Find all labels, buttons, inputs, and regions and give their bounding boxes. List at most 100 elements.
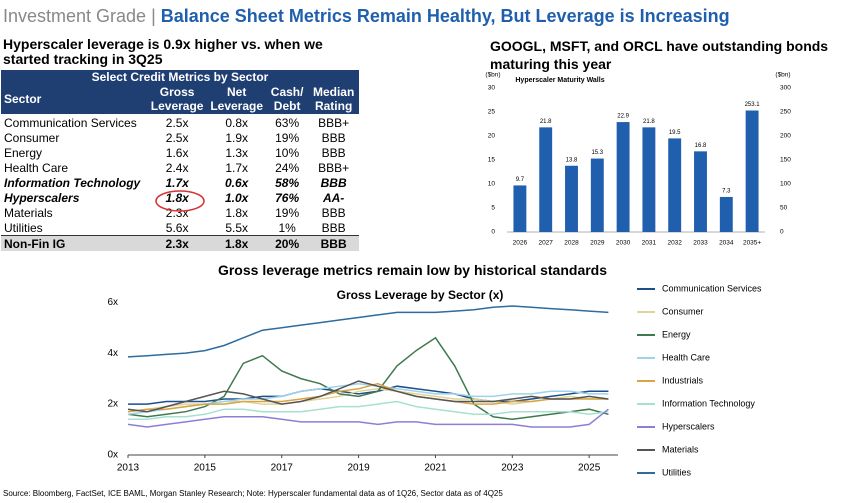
- bar: [668, 138, 682, 232]
- x-tick-label: 2026: [513, 240, 528, 247]
- legend-label: Materials: [662, 444, 699, 454]
- y-tick-label: 2x: [107, 399, 118, 410]
- table-cell: Consumer: [4, 130, 60, 145]
- table-cell: BBB: [321, 205, 346, 220]
- table-cell: 5.5x: [225, 220, 248, 235]
- table-cell: 5.6x: [165, 220, 189, 235]
- table-title-row: Select Credit Metrics by Sector: [1, 70, 359, 84]
- legend-label: Utilities: [662, 467, 692, 477]
- y2-tick-label: 150: [780, 157, 791, 164]
- column-header: Net Leverage: [207, 84, 267, 115]
- table-cell: 1.9x: [225, 130, 248, 145]
- series-line: [128, 385, 609, 405]
- table-row: Information Technology 1.7x 0.6x 58% BBB: [1, 175, 359, 190]
- table-cell: 1.7x: [225, 160, 248, 175]
- table-cell: Information Technology: [4, 175, 141, 190]
- table-cell: Energy: [4, 145, 43, 160]
- bar-heading: GOOGL, MSFT, and ORCL have outstanding b…: [490, 38, 829, 72]
- x-tick-label: 2013: [117, 463, 140, 474]
- table-cell: 1.8x: [224, 236, 249, 251]
- bar: [642, 127, 656, 232]
- table-cell: 1.3x: [225, 145, 248, 160]
- y-tick-label: 10: [488, 181, 496, 188]
- table-heading: Hyperscaler leverage is 0.9x higher vs. …: [3, 36, 323, 67]
- table-cell: Utilities: [4, 220, 43, 235]
- y2-tick-label: 50: [780, 205, 788, 212]
- table-cell: 10%: [275, 145, 300, 160]
- legend-label: Communication Services: [662, 283, 762, 293]
- value-label: 13.8: [566, 157, 578, 163]
- y-tick-label: 5: [491, 205, 495, 212]
- y2-axis-label: ($bn): [775, 72, 790, 79]
- table-cell: 19%: [275, 205, 300, 220]
- value-label: 22.9: [617, 114, 629, 120]
- table-row: Non-Fin IG 2.3x 1.8x 20% BBB: [1, 235, 359, 251]
- table-cell: 2.4x: [165, 160, 189, 175]
- legend-label: Industrials: [662, 375, 704, 385]
- x-tick-label: 2025: [578, 463, 601, 474]
- legend-label: Energy: [662, 329, 691, 339]
- bar: [694, 151, 707, 232]
- table-cell: AA-: [322, 190, 345, 205]
- bar: [590, 158, 604, 232]
- x-tick-label: 2027: [538, 240, 553, 247]
- table-row: Energy 1.6x 1.3x 10% BBB: [1, 145, 359, 160]
- source: Source: Bloomberg, FactSet, ICE BAML, Mo…: [3, 489, 503, 498]
- line-heading: Gross leverage metrics remain low by his…: [217, 262, 608, 278]
- y-tick-label: 30: [488, 85, 496, 92]
- y-tick-label: 20: [488, 133, 496, 140]
- table-cell: BBB: [321, 145, 346, 160]
- value-label: 21.8: [540, 119, 552, 125]
- table-cell: BBB: [320, 236, 347, 251]
- y-tick-label: 0: [491, 229, 495, 236]
- value-label: 19.5: [669, 130, 681, 136]
- legend-label: Consumer: [662, 306, 704, 316]
- y-tick-label: 4x: [107, 348, 118, 359]
- table-cell: 0.6x: [224, 175, 249, 190]
- y2-tick-label: 300: [780, 85, 791, 92]
- table-cell: BBB: [320, 175, 347, 190]
- value-label: 9.7: [516, 177, 525, 183]
- x-tick-label: 2030: [616, 240, 631, 247]
- x-tick-label: 2034: [719, 240, 734, 247]
- x-tick-label: 2031: [642, 240, 657, 247]
- table: Select Credit Metrics by Sector Sector Gro…: [1, 70, 359, 251]
- column-header: Sector: [1, 84, 147, 115]
- series-line: [127, 380, 609, 413]
- table-cell: Materials: [4, 205, 53, 220]
- value-label: 21.8: [643, 119, 655, 125]
- table-cell: Non-Fin IG: [4, 236, 66, 251]
- series-line: [127, 382, 609, 413]
- y2-tick-label: 100: [780, 181, 791, 188]
- bar: [616, 122, 630, 232]
- legend-label: Health Care: [662, 352, 710, 362]
- table-cell: Communication Services: [4, 115, 137, 130]
- table-title: Select Credit Metrics by Sector: [1, 70, 359, 84]
- series-line: [127, 305, 609, 358]
- column-header: Gross Leverage: [146, 84, 208, 115]
- header: Investment Grade | Balance Sheet Metrics…: [3, 6, 730, 27]
- table-cell: BBB: [321, 130, 346, 145]
- series-line: [128, 400, 609, 421]
- table-cell: 2.3x: [165, 236, 189, 251]
- table-row: Health Care 2.4x 1.7x 24% BBB+: [1, 160, 359, 175]
- x-tick-label: 2032: [667, 240, 682, 247]
- x-tick-label: 2028: [564, 240, 579, 247]
- value-label: 253.1: [745, 102, 761, 108]
- header-row: Sector Gross Leverage Net Leverage Cash/ De…: [1, 84, 359, 115]
- bar: [565, 165, 578, 232]
- table-cell: BBB: [321, 220, 346, 235]
- x-tick-label: 2021: [424, 463, 447, 474]
- highlight-circle: [155, 190, 205, 212]
- table-row: Hyperscalers 1.8x 1.0x 76% AA-: [1, 190, 359, 205]
- table-cell: 2.5x: [165, 115, 189, 130]
- value-label: 15.3: [591, 150, 603, 156]
- table-cell: 2.3x: [165, 205, 189, 220]
- value-label: 7.3: [722, 189, 731, 195]
- y-tick-label: 0x: [107, 450, 118, 461]
- table-box: Select Credit Metrics by Sector Sector Gro…: [1, 70, 359, 251]
- table-cell: 20%: [275, 236, 300, 251]
- table-cell: 19%: [275, 130, 300, 145]
